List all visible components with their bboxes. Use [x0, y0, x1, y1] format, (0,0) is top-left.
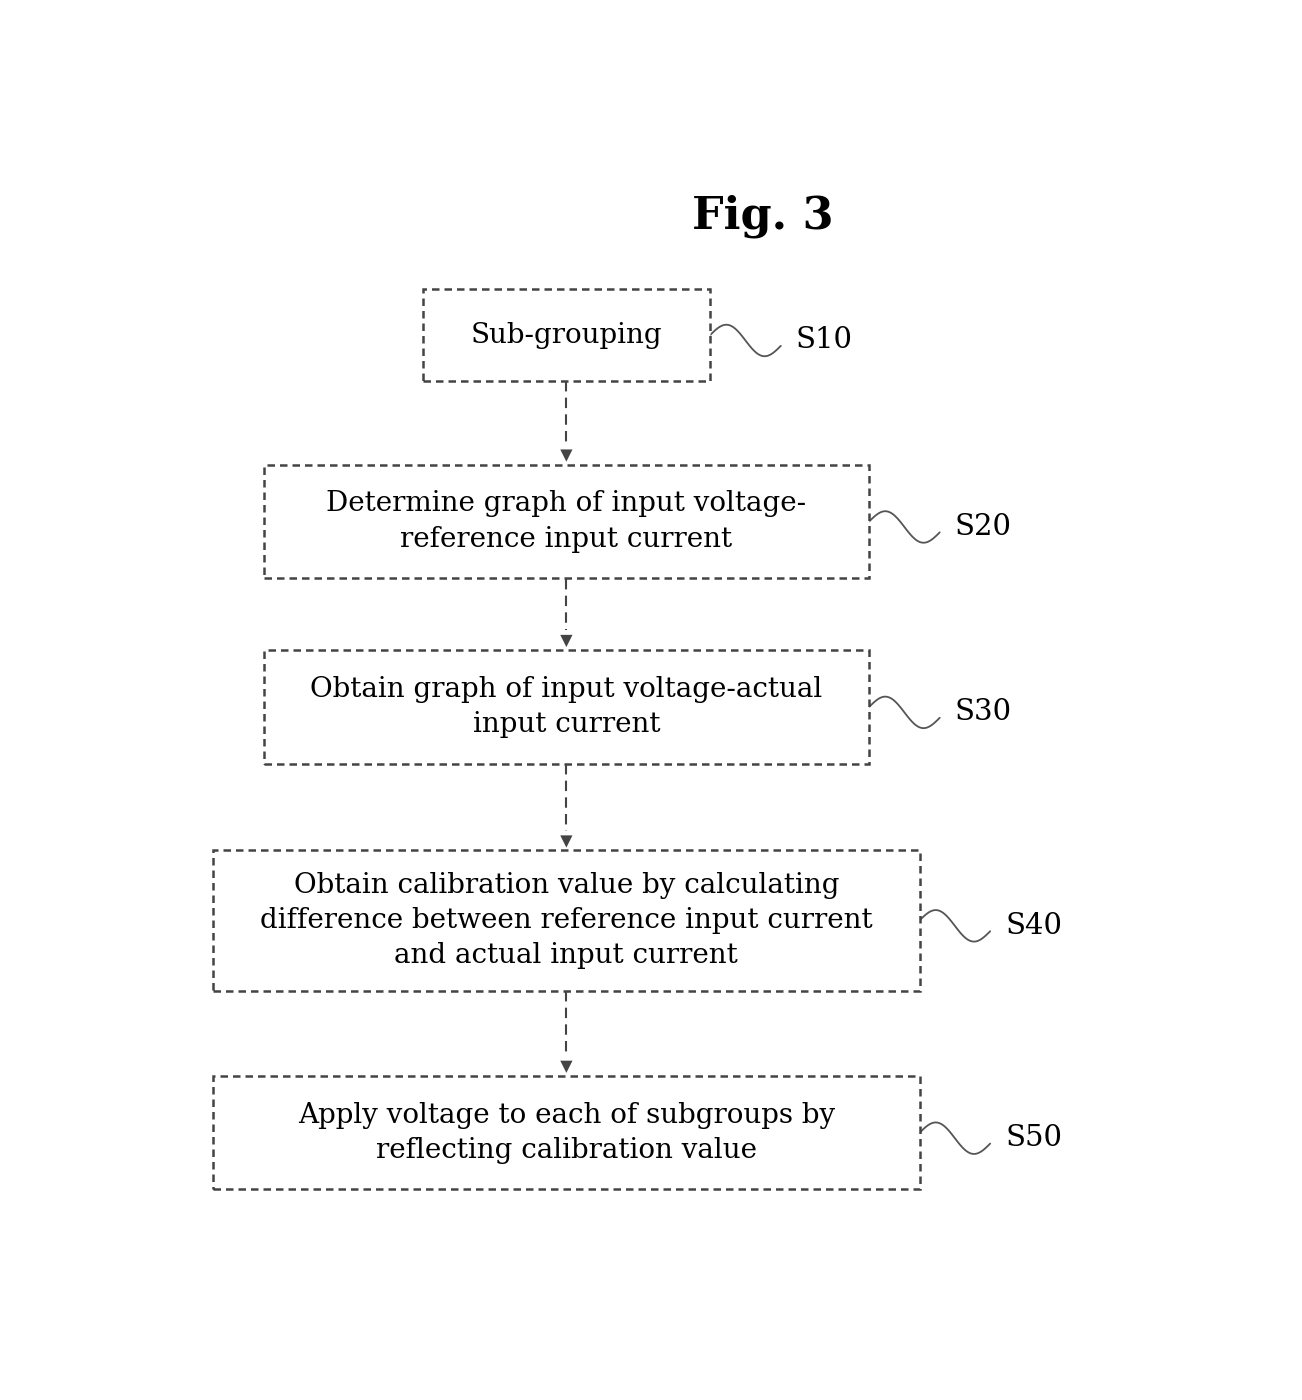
Bar	[423, 290, 710, 381]
Bar	[214, 850, 919, 991]
Text: S40: S40	[1005, 911, 1062, 939]
Bar	[263, 465, 868, 578]
Text: Fig. 3: Fig. 3	[693, 195, 835, 238]
Text: S20: S20	[954, 512, 1012, 540]
Text: S10: S10	[796, 326, 853, 354]
Text: S30: S30	[954, 699, 1012, 727]
Text: Apply voltage to each of subgroups by
reflecting calibration value: Apply voltage to each of subgroups by re…	[298, 1102, 835, 1163]
Bar	[214, 1077, 919, 1190]
Text: Obtain graph of input voltage-actual
input current: Obtain graph of input voltage-actual inp…	[310, 676, 823, 738]
Text: S50: S50	[1005, 1124, 1062, 1152]
Text: Determine graph of input voltage-
reference input current: Determine graph of input voltage- refere…	[327, 490, 806, 553]
Text: Obtain calibration value by calculating
difference between reference input curre: Obtain calibration value by calculating …	[260, 872, 872, 969]
Bar	[263, 651, 868, 763]
Text: Sub-grouping: Sub-grouping	[470, 322, 663, 349]
